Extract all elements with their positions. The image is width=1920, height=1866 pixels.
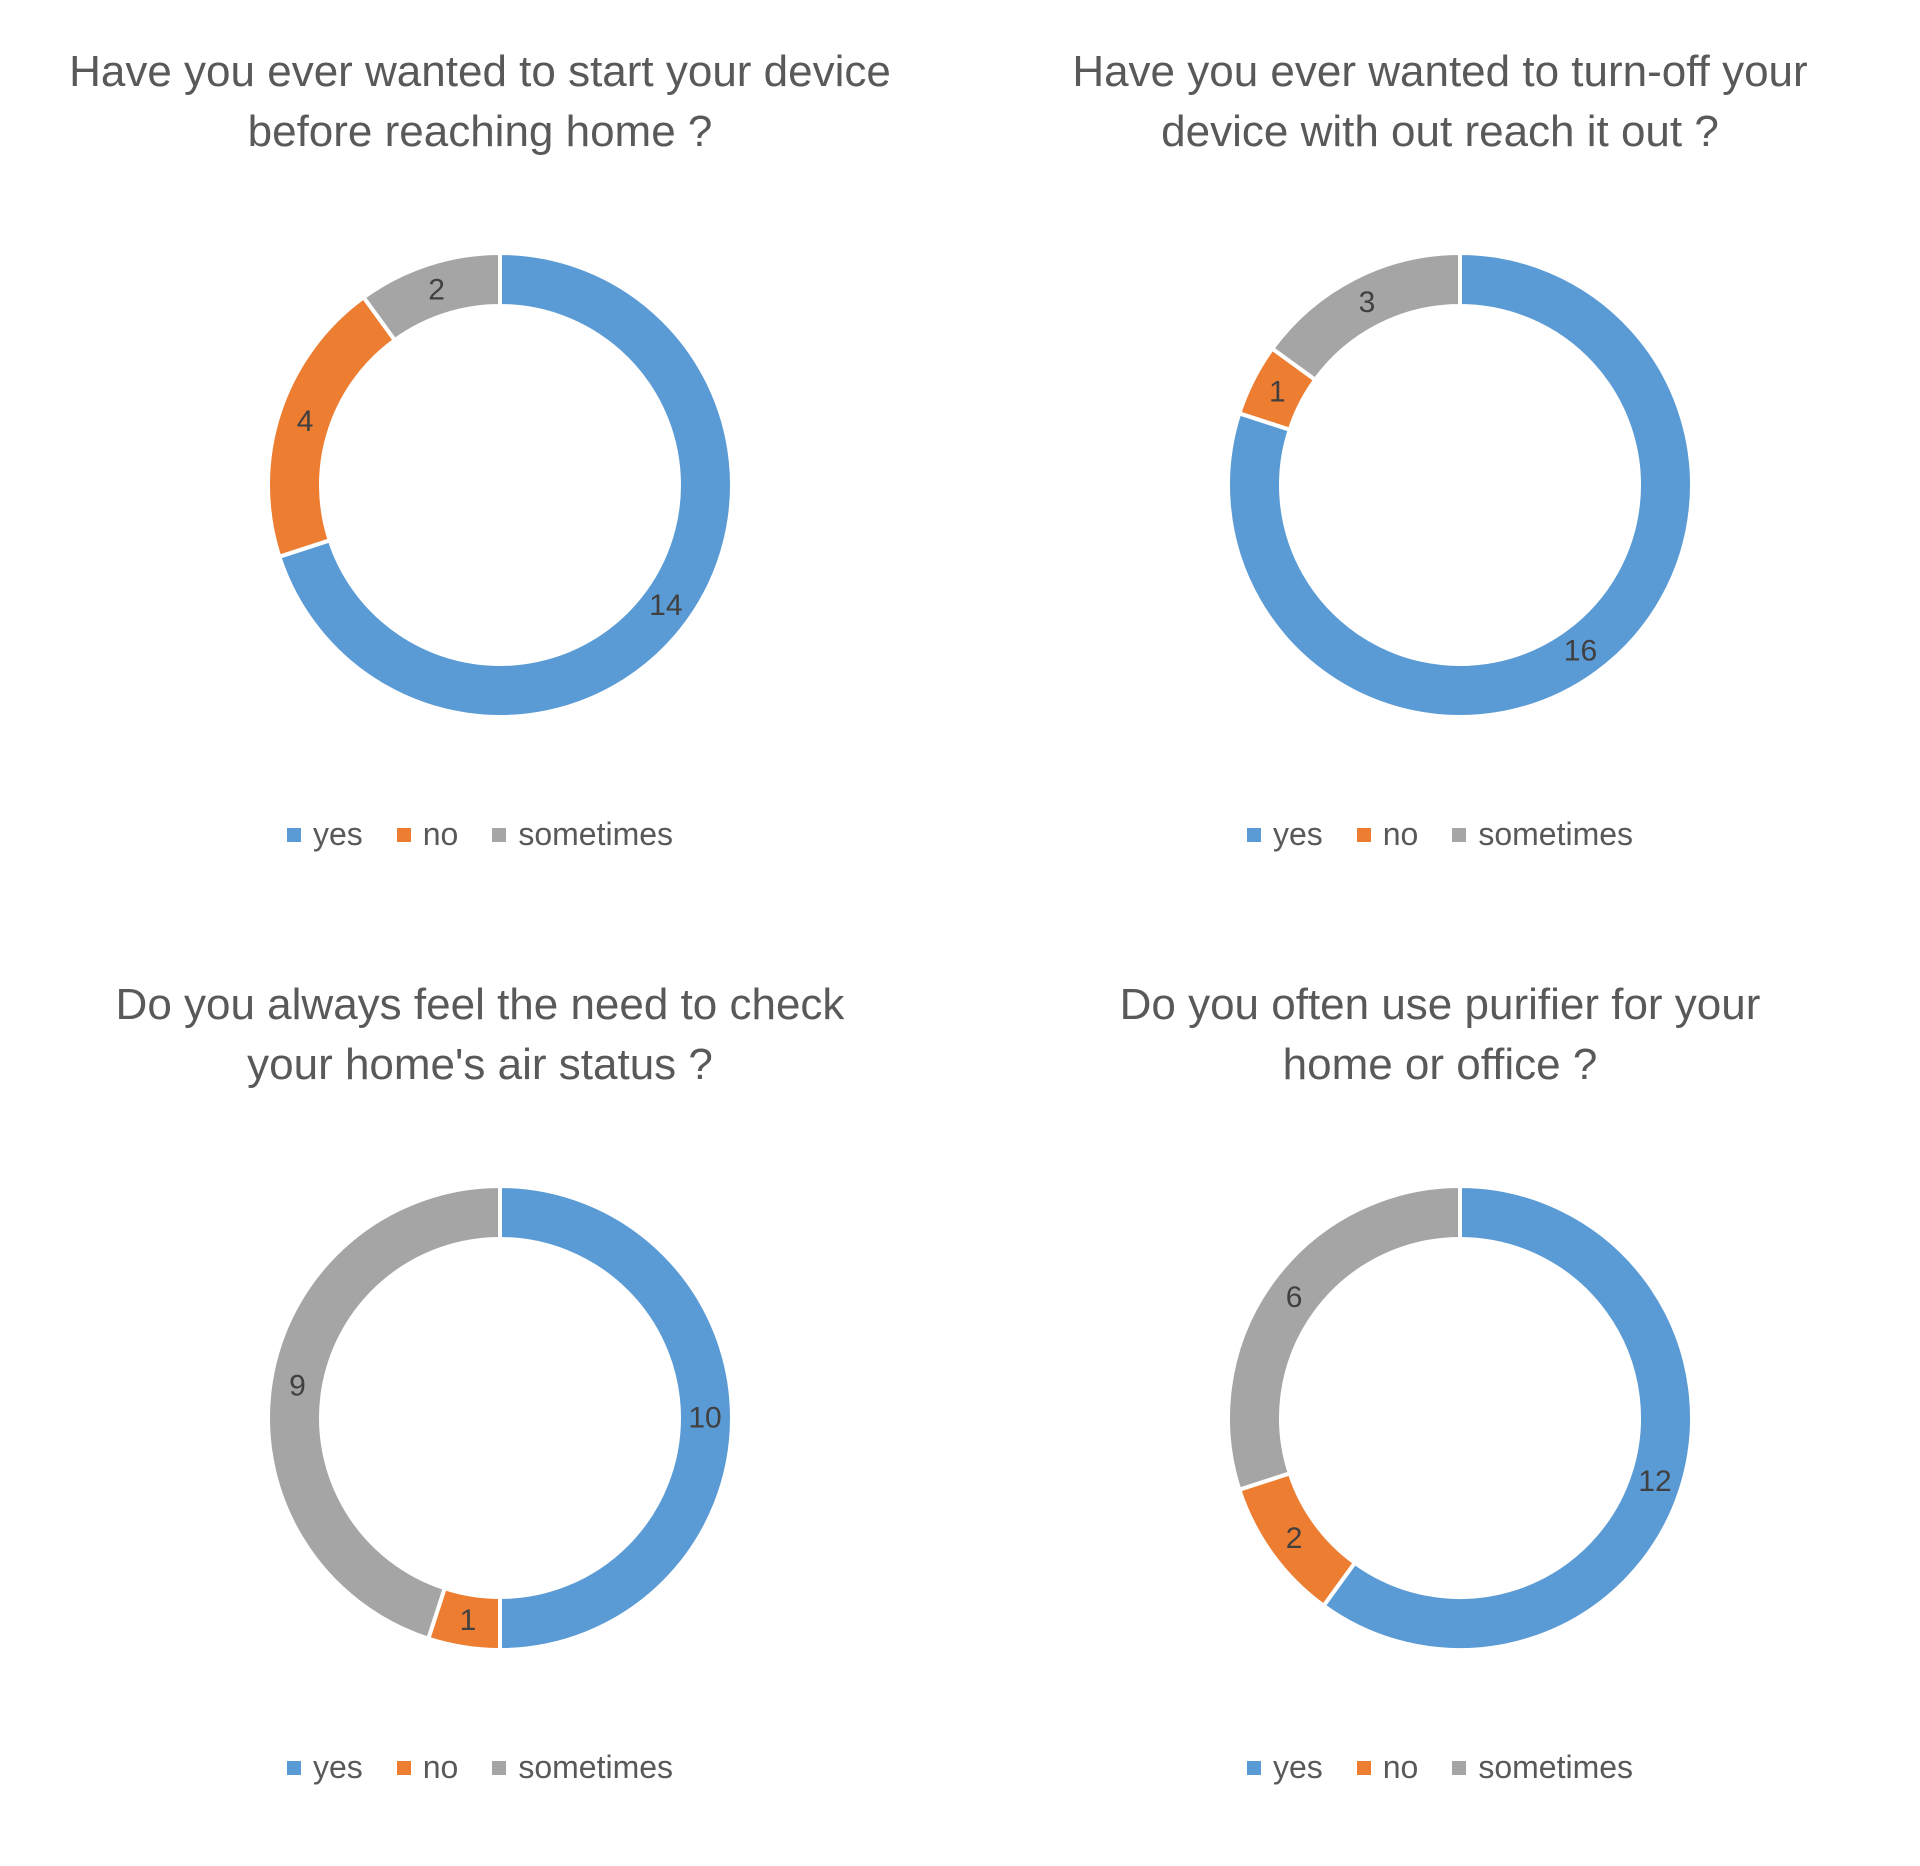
data-label-yes: 12 [1638,1465,1671,1498]
data-label-yes: 14 [649,589,682,622]
legend-label: sometimes [518,816,674,852]
legend-swatch [1246,1760,1261,1775]
donut-slice-yes [1226,250,1694,719]
legend-swatch [286,1760,301,1775]
donut-slice-sometimes [1226,1183,1462,1493]
data-label-sometimes: 6 [1286,1281,1303,1314]
chart-legend: yes no sometimes [960,1749,1920,1786]
legend-swatch [1452,827,1467,842]
legend-label: no [1382,1749,1419,1785]
legend-swatch [492,1760,507,1775]
legend-label: sometimes [1478,1749,1634,1785]
legend-item-yes: yes [286,816,363,853]
legend-item-sometimes: sometimes [1452,1749,1633,1786]
legend-swatch [1356,827,1371,842]
legend-item-no: no [1356,816,1419,853]
donut-slice-no [266,294,398,560]
donut-slice-yes [1320,1183,1694,1652]
legend-label: yes [312,1749,363,1785]
data-label-sometimes: 2 [428,274,445,307]
chart-title: Have you ever wanted to start your devic… [30,42,930,162]
chart-title-line: Do you always feel the need to check [115,980,845,1029]
legend-label: sometimes [1478,816,1634,852]
legend-label: yes [1272,1749,1323,1785]
donut-chart: 12 2 6 [1226,1183,1694,1652]
donut-slice-sometimes [266,1183,502,1642]
legend-label: yes [312,816,363,852]
chart-title-line: Have you ever wanted to start your devic… [69,47,891,96]
legend-item-sometimes: sometimes [1452,816,1633,853]
chart-title-line: your home's air status ? [247,1040,713,1089]
chart-title: Do you always feel the need to check you… [30,975,930,1095]
legend-item-yes: yes [286,1749,363,1786]
donut-slice-sometimes [360,250,502,343]
donut-chart-panel: Have you ever wanted to turn-off your de… [960,0,1920,933]
chart-title-line: Have you ever wanted to turn-off your [1072,47,1808,96]
chart-title: Do you often use purifier for your home … [990,975,1890,1095]
legend-item-sometimes: sometimes [492,1749,673,1786]
chart-title-line: home or office ? [1282,1040,1598,1089]
chart-title-line: Do you often use purifier for your [1119,980,1761,1029]
data-label-no: 1 [460,1604,477,1637]
legend-item-yes: yes [1246,1749,1323,1786]
legend-item-sometimes: sometimes [492,816,673,853]
legend-item-no: no [396,1749,459,1786]
legend-label: yes [1272,816,1323,852]
data-label-yes: 10 [688,1402,721,1435]
donut-chart-panel: Have you ever wanted to start your devic… [0,0,960,933]
legend-item-no: no [396,816,459,853]
data-label-no: 4 [297,405,314,438]
legend-swatch [286,827,301,842]
legend-swatch [1356,1760,1371,1775]
data-label-no: 2 [1286,1522,1303,1555]
legend-swatch [492,827,507,842]
donut-chart: 14 4 2 [266,250,734,719]
chart-title-line: device with out reach it out ? [1161,107,1719,156]
legend-swatch [396,1760,411,1775]
legend-swatch [1452,1760,1467,1775]
donut-slice-sometimes [1269,250,1462,383]
chart-legend: yes no sometimes [0,1749,960,1786]
legend-swatch [396,827,411,842]
legend-item-no: no [1356,1749,1419,1786]
data-label-sometimes: 9 [289,1369,306,1402]
legend-label: no [422,816,459,852]
donut-slice-yes [276,250,734,719]
legend-label: no [422,1749,459,1785]
legend-label: sometimes [518,1749,674,1785]
legend-item-yes: yes [1246,816,1323,853]
donut-slice-yes [498,1183,734,1653]
chart-title-line: before reaching home ? [247,107,713,156]
donut-chart-panel: Do you always feel the need to check you… [0,933,960,1866]
legend-label: no [1382,816,1419,852]
donut-chart-panel: Do you often use purifier for your home … [960,933,1920,1866]
data-label-sometimes: 3 [1359,286,1376,319]
chart-title: Have you ever wanted to turn-off your de… [990,42,1890,162]
donut-chart: 10 1 9 [266,1183,734,1653]
data-label-yes: 16 [1564,634,1597,667]
chart-legend: yes no sometimes [0,816,960,853]
legend-swatch [1246,827,1261,842]
data-label-no: 1 [1269,375,1286,408]
chart-legend: yes no sometimes [960,816,1920,853]
